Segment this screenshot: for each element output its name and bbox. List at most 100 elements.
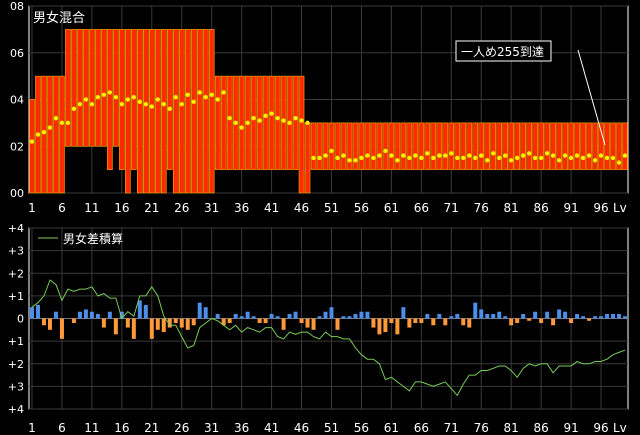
range-bar (101, 29, 107, 147)
range-bar (454, 122, 461, 170)
diff-bar-positive (245, 311, 250, 319)
diff-bar-negative (101, 318, 106, 328)
top-x-tick-label: 26 (174, 201, 189, 215)
diff-bar-positive (611, 313, 616, 319)
bottom-x-tick-label: 51 (324, 421, 339, 435)
diff-bar-positive (521, 313, 526, 319)
bottom-y-tick-label: +2 (8, 358, 24, 371)
diff-bar-positive (107, 311, 112, 319)
range-bar (220, 75, 227, 170)
range-bar (113, 29, 119, 147)
diff-bar-negative (311, 318, 316, 330)
average-point (586, 153, 592, 158)
range-bar (418, 122, 425, 170)
diff-bar-negative (509, 318, 514, 326)
top-x-tick-label: 51 (324, 201, 339, 215)
bottom-x-tick-label: 71 (444, 421, 459, 435)
range-bar (202, 29, 209, 194)
diff-bar-positive (545, 311, 550, 319)
average-point (35, 132, 41, 137)
average-point (119, 101, 125, 107)
top-x-tick-label: 16 (114, 201, 129, 215)
bottom-x-tick-label: 76 (474, 421, 489, 435)
range-bar (406, 122, 413, 170)
bottom-x-tick-label: 11 (84, 421, 99, 435)
diff-bar-negative (125, 318, 130, 328)
range-bar (448, 122, 455, 170)
range-bar (364, 122, 371, 170)
bottom-y-tick-label: +2 (8, 267, 24, 280)
bottom-y-tick-label: +3 (8, 245, 24, 258)
average-point (197, 90, 202, 95)
average-point (556, 158, 562, 163)
range-bar (502, 122, 508, 170)
range-bar (268, 75, 275, 170)
range-bar (77, 29, 83, 147)
average-point (143, 101, 149, 107)
average-point (353, 158, 358, 163)
average-point (377, 153, 382, 158)
top-y-tick-label: 00 (10, 187, 24, 200)
diff-bar-positive (287, 313, 292, 319)
range-bar (616, 122, 622, 170)
range-bar (592, 122, 598, 170)
diff-bar-negative (47, 318, 52, 330)
range-bar (622, 122, 628, 170)
legend-label: 男女差積算 (63, 231, 123, 246)
diff-bar-negative (299, 318, 304, 324)
range-bar (370, 122, 377, 170)
range-bar (382, 122, 389, 170)
bottom-y-tick-label: 0 (17, 313, 24, 326)
average-point (395, 158, 400, 163)
range-bar (256, 75, 263, 170)
bottom-x-tick-label: 96 (593, 421, 608, 435)
average-point (263, 113, 268, 119)
diff-bar-negative (413, 318, 418, 324)
range-bar (568, 122, 574, 170)
average-point (41, 130, 47, 135)
range-bar (184, 29, 191, 194)
diff-bar-positive (479, 309, 484, 319)
range-bar (250, 75, 257, 170)
top-x-tick-label: 31 (204, 201, 219, 215)
average-point (383, 148, 388, 154)
average-point (113, 94, 119, 100)
diff-bar-negative (569, 318, 574, 324)
average-point (185, 92, 190, 98)
range-bar (376, 122, 383, 170)
range-bar (149, 29, 155, 194)
range-bar (190, 29, 197, 194)
diff-bar-negative (587, 318, 592, 321)
range-bar (598, 122, 604, 170)
range-bar (328, 122, 335, 170)
average-point (275, 116, 280, 121)
top-x-tick-label: 41 (264, 201, 279, 215)
range-bar (310, 122, 317, 170)
range-bar (298, 75, 305, 194)
average-point (83, 97, 89, 102)
diff-bar-negative (263, 318, 268, 324)
average-point (281, 118, 286, 123)
diff-bar-positive (293, 311, 298, 319)
average-point (413, 153, 418, 158)
bottom-x-tick-label: 41 (264, 421, 279, 435)
average-point (329, 148, 334, 154)
diff-bar-positive (425, 313, 430, 319)
average-point (107, 90, 113, 95)
diff-bar-negative (71, 318, 76, 324)
average-point (568, 155, 574, 161)
range-bar (95, 29, 101, 147)
top-x-tick-label: 1 (28, 201, 36, 215)
average-point (125, 97, 131, 102)
average-point (137, 99, 143, 105)
average-point (574, 153, 580, 158)
bottom-x-tick-label: 36 (234, 421, 249, 435)
range-bar (604, 122, 610, 170)
range-bar (424, 122, 431, 170)
range-bar (71, 29, 77, 147)
diff-bar-positive (437, 313, 442, 319)
top-x-tick-label: 6 (58, 201, 66, 215)
diff-bar-positive (485, 313, 490, 319)
diff-bar-positive (563, 311, 568, 319)
